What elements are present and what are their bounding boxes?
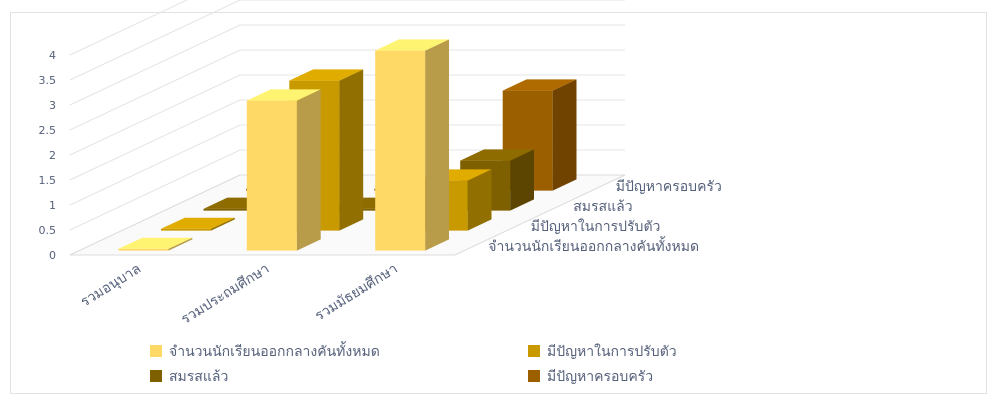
bar-side <box>467 169 492 231</box>
x-tick-label: รวมประถมศึกษา <box>178 261 272 328</box>
bar-top <box>502 79 577 91</box>
bar-top <box>246 89 321 101</box>
bar-side <box>168 237 193 251</box>
y-tick-label: 2 <box>49 149 56 162</box>
y-tick-label: 1.5 <box>39 174 57 187</box>
gridline <box>69 24 625 106</box>
y-axis-ticks: 0 0.5 1 1.5 2 2.5 3 3.5 4 <box>39 49 57 262</box>
x-axis-ticks: รวมอนุบาล รวมประถมศึกษา รวมมัธยมศึกษา <box>78 261 401 328</box>
x-tick-label: รวมอนุบาล <box>78 261 144 311</box>
bar-side <box>296 89 321 251</box>
gridline <box>69 0 625 81</box>
gridline <box>69 74 625 156</box>
bar <box>118 237 193 251</box>
depth-tick-label: สมรสแล้ว <box>573 199 632 215</box>
bars <box>118 39 577 251</box>
bar-side <box>339 69 364 231</box>
bar-front <box>375 50 426 251</box>
depth-tick-label: จำนวนนักเรียนออกกลางคันทั้งหมด <box>488 236 699 255</box>
bar-top <box>289 69 364 81</box>
y-tick-label: 0.5 <box>39 224 57 237</box>
bar <box>161 217 235 231</box>
legend: จำนวนนักเรียนออกกลางคันทั้งหมด มีปัญหาในก… <box>150 341 677 385</box>
y-tick-label: 0 <box>49 249 56 262</box>
bar-top <box>460 149 534 161</box>
legend-item: มีปัญหาครอบครัว <box>528 369 653 385</box>
bar <box>246 89 321 251</box>
bar-front <box>118 248 169 251</box>
legend-item: จำนวนนักเรียนออกกลางคันทั้งหมด <box>150 341 380 360</box>
bar-front <box>203 208 254 211</box>
legend-item: สมรสแล้ว <box>150 369 228 385</box>
gridline <box>69 0 189 56</box>
legend-label: จำนวนนักเรียนออกกลางคันทั้งหมด <box>169 341 380 360</box>
y-tick-label: 2.5 <box>39 124 57 137</box>
gridline <box>69 124 625 206</box>
y-tick-label: 1 <box>49 199 56 212</box>
legend-swatch <box>528 345 540 357</box>
bar-side <box>510 149 534 211</box>
bar-side <box>211 217 235 231</box>
legend-item: มีปัญหาในการปรับตัว <box>528 343 677 360</box>
x-tick-label: รวมมัธยมศึกษา <box>312 261 400 325</box>
bar-front <box>246 100 297 251</box>
bar-side <box>425 39 449 251</box>
gridline <box>69 99 625 181</box>
y-tick-label: 4 <box>49 49 56 62</box>
bar-front <box>161 228 211 231</box>
legend-label: สมรสแล้ว <box>169 369 228 385</box>
depth-tick-label: มีปัญหาในการปรับตัว <box>531 218 661 235</box>
bar-top <box>118 237 193 249</box>
legend-swatch <box>150 345 162 357</box>
bar <box>375 39 449 251</box>
legend-label: มีปัญหาครอบครัว <box>547 369 653 385</box>
y-tick-label: 3.5 <box>39 74 57 87</box>
bar-side <box>552 79 577 191</box>
depth-axis-labels: มีปัญหาครอบครัวสมรสแล้วมีปัญหาในการปรับต… <box>488 179 722 255</box>
legend-swatch <box>528 370 540 382</box>
legend-label: มีปัญหาในการปรับตัว <box>547 343 677 360</box>
legend-swatch <box>150 370 162 382</box>
bar-top <box>375 39 449 51</box>
depth-tick-label: มีปัญหาครอบครัว <box>616 179 722 195</box>
gridline <box>69 49 625 131</box>
bar-top <box>161 217 235 229</box>
y-tick-label: 3 <box>49 99 56 112</box>
